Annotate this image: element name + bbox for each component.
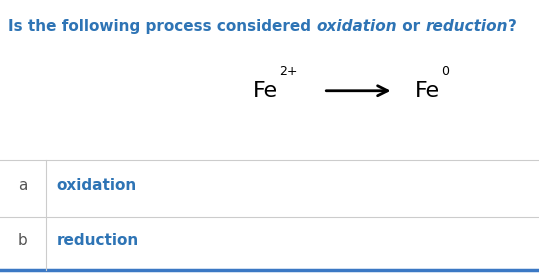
Text: 2+: 2+ [279,65,298,78]
Text: a: a [18,178,27,193]
Text: Fe: Fe [253,81,279,101]
Text: 0: 0 [441,65,449,78]
Text: reduction: reduction [57,233,139,248]
Text: b: b [18,233,28,248]
Text: Is the following process considered: Is the following process considered [8,19,316,34]
Text: oxidation: oxidation [57,178,137,193]
Text: oxidation: oxidation [316,19,397,34]
Text: reduction: reduction [425,19,508,34]
Text: or: or [397,19,425,34]
Text: Fe: Fe [415,81,440,101]
Text: ?: ? [508,19,517,34]
